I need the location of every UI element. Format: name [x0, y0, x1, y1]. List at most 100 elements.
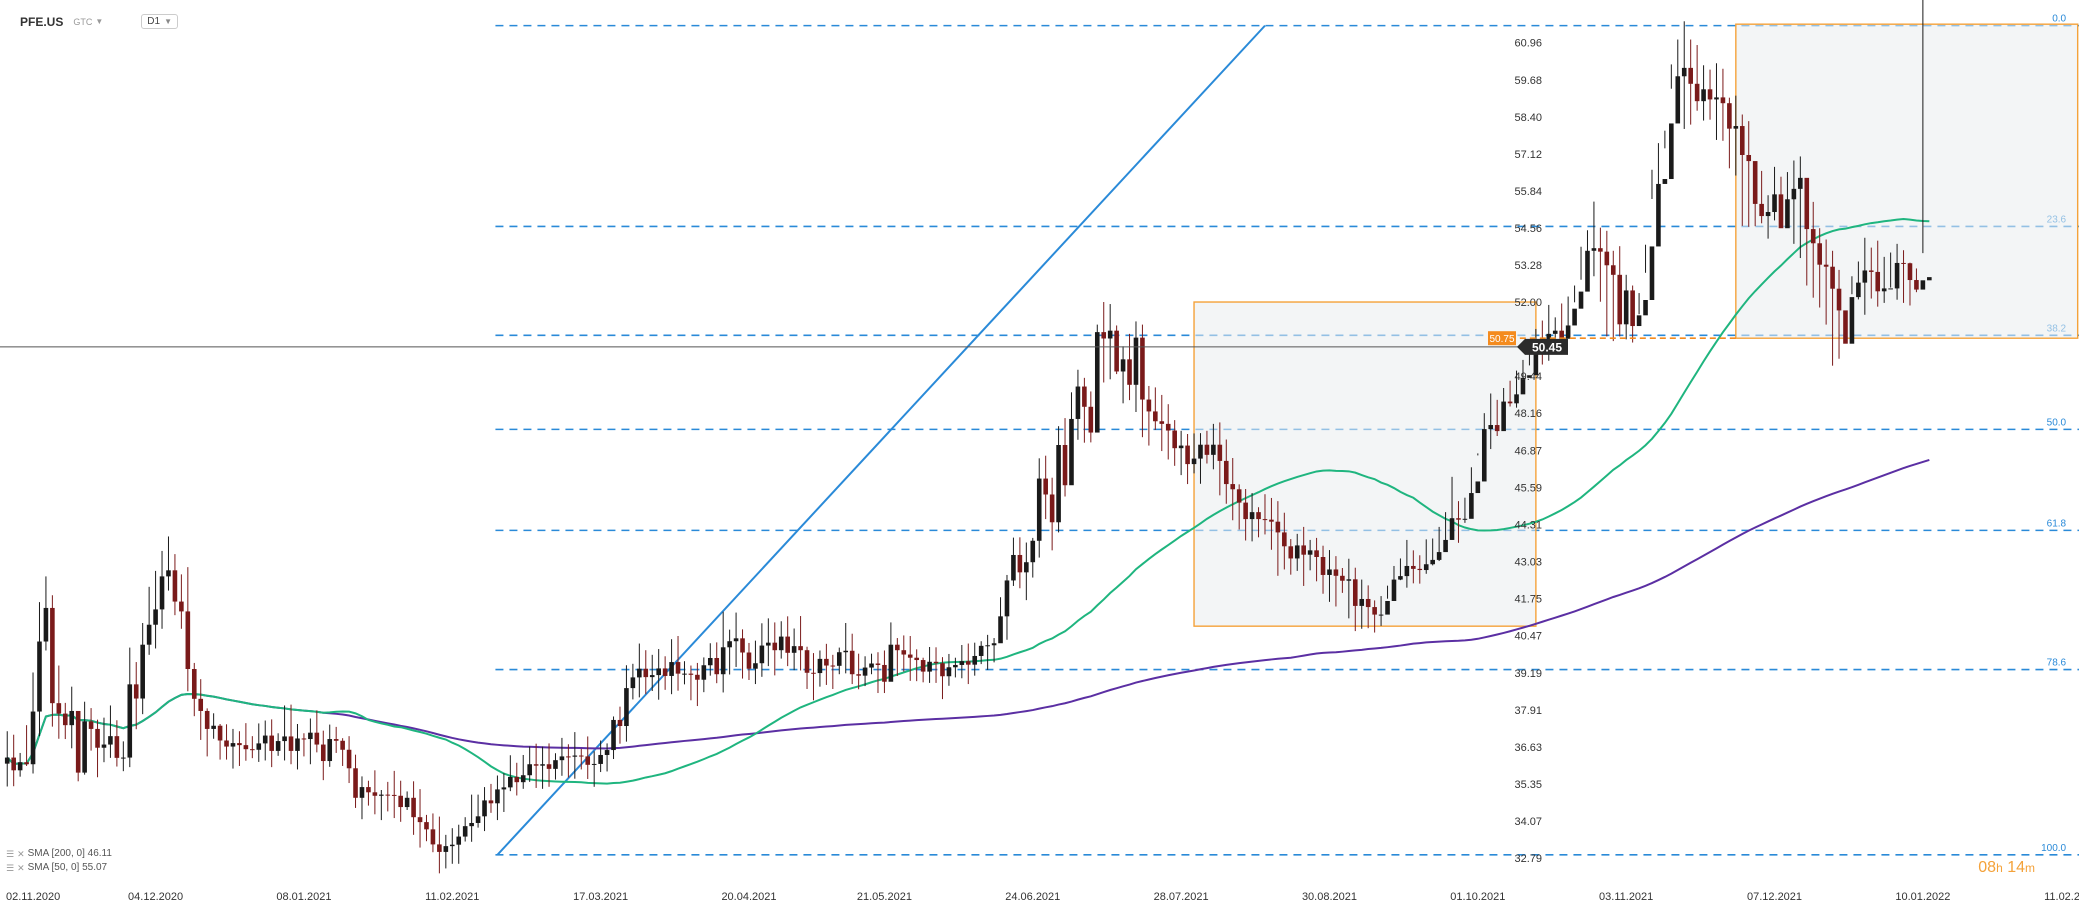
y-tick-label: 46.87 [1514, 445, 1542, 457]
candle [475, 794, 481, 828]
candle [430, 813, 436, 853]
candle-body [327, 739, 333, 762]
candle-body [1391, 579, 1397, 601]
candle [166, 536, 171, 591]
candle-body [1798, 177, 1803, 189]
candle-body [1920, 280, 1926, 290]
candle [359, 776, 365, 820]
candle [262, 720, 268, 761]
candle [204, 708, 210, 757]
indicator-settings-icon[interactable]: ☰ [6, 863, 15, 873]
legend-item-sma200[interactable]: ☰ ✕ SMA [200, 0] 46.11 [6, 847, 112, 861]
rectangle-drawing[interactable] [1735, 23, 2079, 339]
candle-body [514, 776, 520, 783]
candle-body [540, 764, 545, 766]
candle [1385, 585, 1390, 615]
candle-body [598, 754, 603, 764]
candle [1643, 244, 1648, 316]
candle [578, 748, 584, 770]
x-tick-label: 30.08.2021 [1302, 891, 1357, 903]
candle-body [1804, 177, 1810, 230]
order-type-selector[interactable]: GTC ▼ [73, 17, 103, 27]
candle [1243, 488, 1248, 541]
candle-body [159, 576, 165, 610]
bar-countdown: 08h 14m [1978, 859, 2035, 877]
candle-body [43, 607, 49, 642]
candle [1456, 501, 1461, 543]
candle-body [1030, 540, 1036, 563]
candle-body [1636, 315, 1642, 327]
candle [1585, 230, 1590, 292]
candle-body [398, 795, 403, 808]
candle [211, 713, 216, 739]
candle-body [533, 764, 539, 766]
candle-body [1514, 394, 1519, 404]
candle [282, 705, 287, 761]
candle [1359, 579, 1365, 629]
candle-body [1423, 564, 1429, 571]
candle-body [69, 710, 75, 726]
candle-body [1598, 248, 1603, 252]
candle-body [1365, 598, 1371, 608]
candle-body [978, 645, 984, 656]
candle [1630, 285, 1635, 343]
candle [237, 731, 242, 766]
candle [50, 595, 55, 727]
candle [1875, 240, 1881, 307]
candle [1901, 250, 1906, 303]
close-icon[interactable]: ✕ [17, 863, 25, 873]
candle-body [320, 744, 326, 762]
candle-body [11, 757, 16, 771]
candle [82, 701, 87, 775]
candle-body [746, 652, 752, 669]
candle-body [385, 794, 391, 796]
candle-body [798, 646, 803, 651]
candle [379, 789, 384, 821]
candle-body [108, 736, 113, 745]
candle-body [1810, 229, 1816, 244]
candle [30, 672, 36, 774]
candle [727, 629, 732, 675]
y-tick-label: 45.59 [1514, 483, 1542, 495]
candle [1043, 455, 1048, 520]
candle [1598, 227, 1603, 302]
candle-body [830, 665, 836, 667]
y-tick-label: 41.75 [1514, 594, 1542, 606]
candle [437, 816, 442, 874]
candle [1733, 95, 1739, 176]
close-icon[interactable]: ✕ [17, 849, 25, 859]
rectangle-drawing[interactable] [1193, 301, 1537, 627]
indicator-settings-icon[interactable]: ☰ [6, 849, 15, 859]
candle [75, 710, 81, 782]
candle-body [88, 721, 94, 729]
candle-body [1862, 270, 1868, 283]
candle [62, 702, 68, 740]
candle-body [1572, 308, 1577, 326]
candle [849, 633, 855, 685]
candle [1172, 420, 1177, 466]
candle [95, 719, 100, 778]
candle [830, 654, 836, 689]
legend-item-sma50[interactable]: ☰ ✕ SMA [50, 0] 55.07 [6, 861, 112, 875]
candle-body [1552, 330, 1558, 334]
candle [527, 746, 532, 782]
candle [1230, 458, 1236, 521]
candle-body [1352, 579, 1358, 606]
candle [424, 814, 429, 842]
candle-body [1675, 76, 1681, 124]
candle [1623, 274, 1629, 340]
timeframe-label: D1 [147, 16, 161, 27]
candle-body [1165, 423, 1171, 431]
timeframe-selector[interactable]: D1 ▼ [141, 14, 178, 29]
candle [836, 647, 842, 675]
candle-body [1198, 444, 1203, 459]
candle-body [1507, 401, 1513, 404]
candle-body [353, 768, 358, 798]
candle-body [469, 822, 474, 827]
candle [746, 642, 752, 681]
symbol-label[interactable]: PFE.US [20, 14, 64, 29]
candle [1391, 565, 1397, 601]
candle-body [308, 732, 313, 740]
candle [1778, 176, 1784, 229]
